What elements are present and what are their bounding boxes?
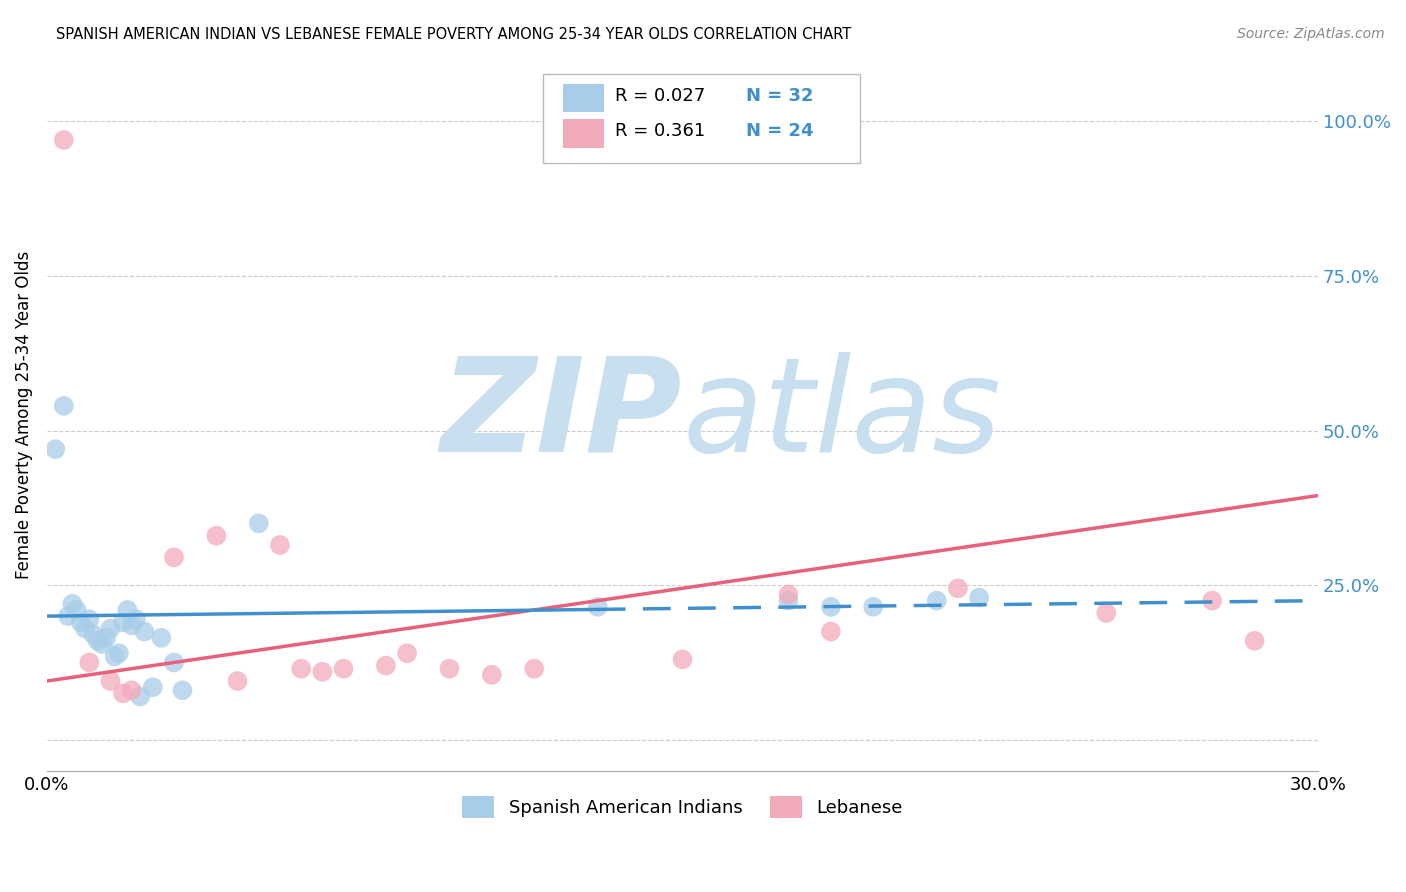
Point [100,673,122,688]
Point [1201,593,1223,607]
Point [163,656,186,670]
Legend: Spanish American Indians, Lebanese: Spanish American Indians, Lebanese [454,789,910,826]
Point [60,597,83,611]
Point [586,599,609,614]
Point [671,652,693,666]
Point [52,133,75,147]
Point [150,631,173,645]
Text: SPANISH AMERICAN INDIAN VS LEBANESE FEMALE POVERTY AMONG 25-34 YEAR OLDS CORRELA: SPANISH AMERICAN INDIAN VS LEBANESE FEMA… [56,27,852,42]
Text: R = 0.361: R = 0.361 [616,122,706,140]
FancyBboxPatch shape [543,74,860,162]
Point [163,550,186,565]
Point [396,646,419,660]
Point [269,538,291,552]
Point [104,649,127,664]
Point [77,612,100,626]
Point [172,683,194,698]
Point [778,587,800,601]
Point [108,646,131,660]
Point [125,612,148,626]
Point [374,658,396,673]
Point [100,622,122,636]
Point [121,683,143,698]
Point [523,662,546,676]
Point [117,603,139,617]
Text: R = 0.027: R = 0.027 [616,87,706,105]
Point [226,673,249,688]
Text: ZIP: ZIP [441,351,682,479]
FancyBboxPatch shape [562,84,603,112]
Point [481,668,503,682]
Point [134,624,156,639]
Point [69,615,91,630]
Point [820,599,842,614]
Text: N = 32: N = 32 [747,87,814,105]
Point [439,662,461,676]
Point [83,627,105,641]
Point [52,399,75,413]
Point [112,615,135,630]
Point [205,529,228,543]
Point [91,637,114,651]
Point [96,631,118,645]
Point [112,686,135,700]
Point [778,593,800,607]
Point [73,622,96,636]
Point [311,665,333,679]
Text: Source: ZipAtlas.com: Source: ZipAtlas.com [1237,27,1385,41]
Point [290,662,312,676]
Point [967,591,990,605]
Point [862,599,884,614]
Text: atlas: atlas [682,351,1001,479]
Point [77,656,100,670]
Y-axis label: Female Poverty Among 25-34 Year Olds: Female Poverty Among 25-34 Year Olds [15,251,32,579]
Point [142,680,165,694]
Point [1243,633,1265,648]
Point [44,442,66,457]
Point [121,618,143,632]
Point [87,633,110,648]
Point [820,624,842,639]
Point [1095,606,1118,620]
Point [946,582,969,596]
Point [129,690,152,704]
Text: N = 24: N = 24 [747,122,814,140]
FancyBboxPatch shape [562,120,603,148]
Point [247,516,270,531]
Point [65,603,87,617]
Point [925,593,948,607]
Point [332,662,354,676]
Point [56,609,79,624]
